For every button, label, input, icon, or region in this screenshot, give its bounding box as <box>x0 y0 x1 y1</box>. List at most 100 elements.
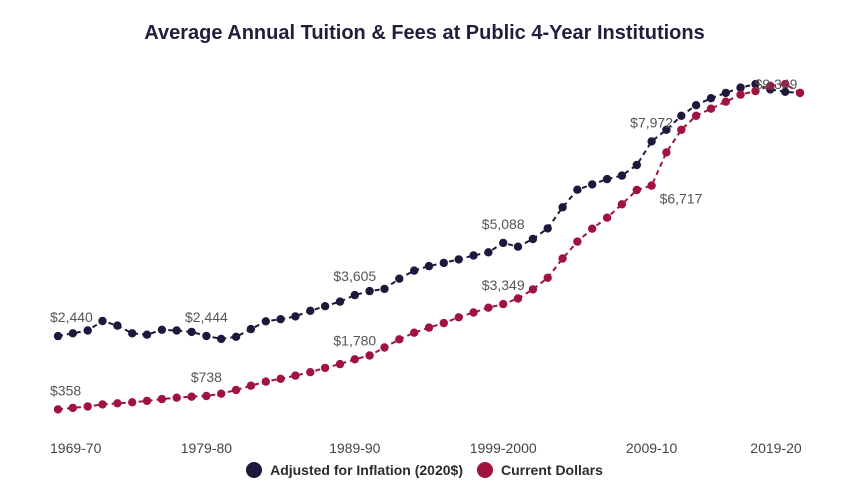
data-point-inflation <box>647 137 656 146</box>
data-point-current <box>617 200 627 209</box>
data-point-inflation <box>350 290 359 300</box>
data-point-current <box>202 391 211 401</box>
data-point-current <box>558 254 567 263</box>
x-tick-label: 2019-20 <box>750 440 802 456</box>
data-point-current <box>647 181 656 190</box>
data-point-current <box>53 405 63 414</box>
data-point-inflation <box>113 321 122 330</box>
data-point-current <box>454 313 463 322</box>
data-point-inflation <box>172 326 181 335</box>
data-point-current <box>320 363 330 373</box>
legend-swatch-current <box>477 462 493 478</box>
data-point-inflation <box>513 242 523 251</box>
data-point-current <box>484 303 493 312</box>
data-point-inflation <box>721 88 730 98</box>
data-point-inflation <box>68 329 78 338</box>
data-point-current <box>395 335 404 344</box>
data-point-inflation <box>424 261 434 271</box>
data-point-inflation <box>662 125 671 134</box>
data-point-inflation <box>83 326 92 335</box>
data-point-current <box>781 79 790 89</box>
data-point-inflation <box>602 174 612 184</box>
x-tick-label: 1969-70 <box>50 440 102 456</box>
data-point-current <box>632 185 641 195</box>
data-point-inflation <box>677 111 686 121</box>
data-label: $358 <box>50 382 81 398</box>
legend-label-current: Current Dollars <box>501 462 603 478</box>
x-tick-label: 2009-10 <box>626 440 678 456</box>
data-point-current <box>410 328 419 337</box>
legend-swatch-inflation <box>246 462 263 478</box>
data-point-current <box>662 148 671 157</box>
data-point-current <box>335 359 345 369</box>
x-tick-label: 1999-2000 <box>470 440 537 456</box>
data-point-inflation <box>439 258 448 268</box>
data-point-inflation <box>751 79 760 89</box>
data-point-inflation <box>335 297 345 306</box>
data-point-inflation <box>484 248 493 257</box>
data-point-current <box>380 343 389 352</box>
data-point-current <box>543 273 552 282</box>
data-point-current <box>602 213 612 222</box>
data-point-inflation <box>395 274 404 283</box>
data-point-current <box>365 351 374 360</box>
data-point-current <box>98 400 107 409</box>
data-label: $1,780 <box>333 332 376 348</box>
data-point-inflation <box>98 316 107 326</box>
data-point-inflation <box>499 238 508 248</box>
data-point-current <box>261 377 270 386</box>
x-tick-label: 1979-80 <box>181 440 233 456</box>
data-point-current <box>306 368 315 377</box>
data-label: $3,605 <box>333 268 376 284</box>
legend-item-inflation: Adjusted for Inflation (2020$) <box>246 462 463 478</box>
data-point-current <box>513 294 523 303</box>
data-point-current <box>276 374 285 383</box>
data-point-current <box>795 88 805 98</box>
data-point-inflation <box>187 327 196 337</box>
data-point-inflation <box>543 224 552 233</box>
data-point-inflation <box>53 331 63 341</box>
data-point-inflation <box>588 180 597 189</box>
data-point-current <box>157 394 167 404</box>
data-label: $738 <box>191 369 222 385</box>
legend-label-inflation: Adjusted for Inflation (2020$) <box>270 462 463 478</box>
data-label: $6,717 <box>660 191 703 207</box>
data-point-current <box>677 125 686 134</box>
data-point-current <box>573 237 582 246</box>
data-point-current <box>142 396 152 406</box>
data-point-current <box>736 90 745 99</box>
data-point-inflation <box>365 286 374 296</box>
data-point-current <box>499 299 508 309</box>
data-point-current <box>691 111 701 121</box>
data-point-current <box>439 318 448 328</box>
data-point-inflation <box>528 234 538 244</box>
legend: Adjusted for Inflation (2020$) Current D… <box>0 462 849 478</box>
series-line-inflation <box>57 83 801 340</box>
chart-title: Average Annual Tuition & Fees at Public … <box>144 22 705 44</box>
data-point-inflation <box>454 255 463 264</box>
data-point-inflation <box>558 203 567 212</box>
data-point-inflation <box>736 83 745 92</box>
data-label: $2,444 <box>185 309 228 325</box>
series-line-current <box>57 83 801 411</box>
x-tick-label: 1989-90 <box>329 440 381 456</box>
data-point-inflation <box>632 160 641 170</box>
data-point-current <box>246 381 256 390</box>
data-point-inflation <box>380 284 389 294</box>
data-point-current <box>588 224 597 233</box>
data-point-current <box>187 392 196 401</box>
data-point-current <box>128 398 137 407</box>
data-point-current <box>721 97 730 106</box>
data-label: $5,088 <box>482 216 525 232</box>
data-point-current <box>83 402 92 411</box>
data-label: $7,972 <box>630 114 673 130</box>
data-point-inflation <box>691 101 701 110</box>
data-point-inflation <box>157 325 167 334</box>
data-point-current <box>424 323 434 332</box>
data-point-inflation <box>276 315 285 324</box>
data-point-inflation <box>781 87 790 97</box>
data-point-inflation <box>320 302 330 311</box>
data-point-inflation <box>573 185 582 194</box>
